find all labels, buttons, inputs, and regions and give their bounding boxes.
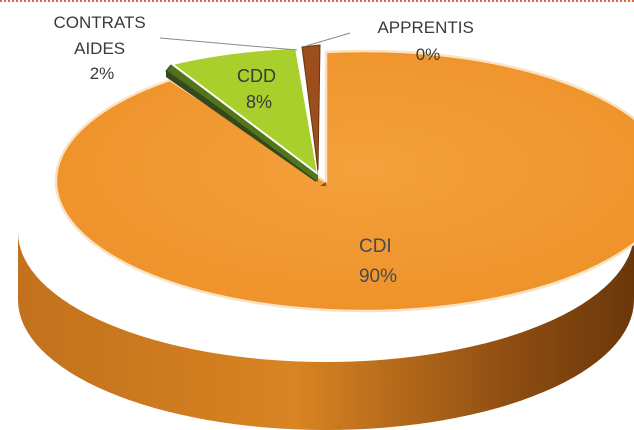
- slice-cdd: [169, 46, 320, 177]
- label-cdd: CDD 8%: [237, 66, 281, 112]
- label-contrats-aides: CONTRATS AIDES 2%: [54, 13, 151, 83]
- leader-line-contrats-aides: [159, 37, 298, 51]
- label-apprentis: APPRENTIS 0%: [377, 18, 478, 64]
- slice-cdi-side: [18, 232, 634, 430]
- slice-cdi: [54, 49, 634, 313]
- slice-apprentis: [301, 44, 321, 171]
- slice-cdi-cut: [320, 182, 326, 186]
- leader-line-apprentis: [305, 32, 351, 47]
- slice-cdd-side: [172, 64, 318, 182]
- label-cdi: CDI 90%: [359, 236, 397, 287]
- frame-border: [0, 0, 634, 2]
- slice-contrats-aides-side: [166, 71, 316, 182]
